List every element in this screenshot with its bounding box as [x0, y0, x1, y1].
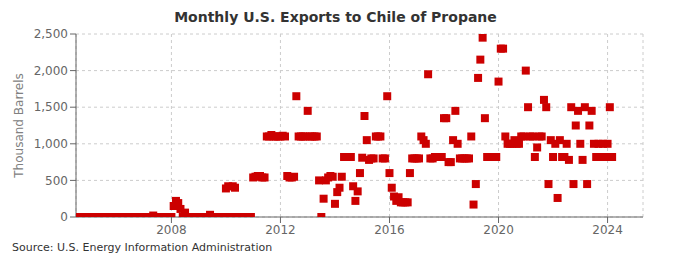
svg-text:0: 0	[60, 210, 68, 224]
svg-text:2008: 2008	[156, 223, 187, 237]
svg-text:500: 500	[45, 174, 68, 188]
svg-text:2,500: 2,500	[34, 27, 68, 41]
html-text:Source: U.S. Energy Informatio: Source: U.S. Energy Information Administ…	[12, 241, 273, 254]
svg-text:1,500: 1,500	[34, 100, 68, 114]
svg-text:2020: 2020	[483, 223, 514, 237]
svg-text:2016: 2016	[374, 223, 405, 237]
svg-text:2024: 2024	[592, 223, 623, 237]
html-text:Monthly U.S. Exports to Chile: Monthly U.S. Exports to Chile of Propane	[174, 9, 497, 25]
svg-text:1,000: 1,000	[34, 137, 68, 151]
svg-text:2,000: 2,000	[34, 64, 68, 78]
svg-text:2012: 2012	[265, 223, 296, 237]
svg-text:Thousand Barrels: Thousand Barrels	[12, 73, 26, 178]
